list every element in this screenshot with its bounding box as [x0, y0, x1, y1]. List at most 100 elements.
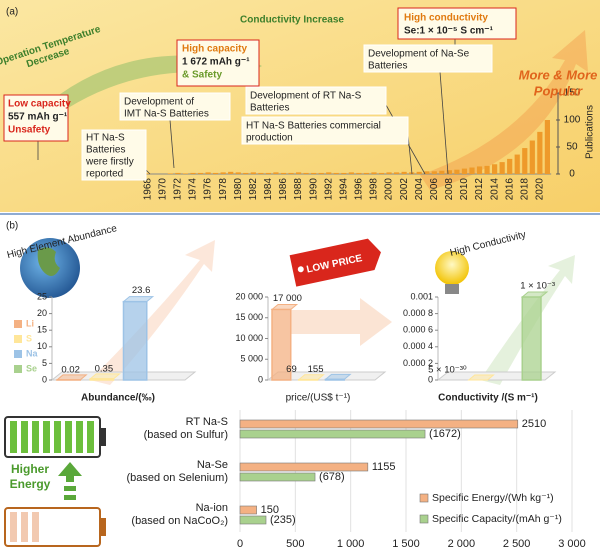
x-tick-label: 1968: [142, 178, 153, 201]
bar: [182, 173, 189, 174]
y-tick-label: 0.000 4: [403, 341, 433, 351]
leader-line: [407, 134, 413, 175]
bar: [318, 172, 324, 174]
annotation-text: were firstly: [85, 157, 134, 168]
bar: [239, 505, 257, 515]
y-tick-label: 150: [564, 88, 581, 99]
x-tick-label: 2 500: [503, 538, 531, 550]
bar-top: [55, 374, 88, 381]
battery-stripe: [10, 421, 17, 453]
battery-stripe: [76, 421, 83, 453]
annotation-box: [3, 94, 69, 142]
bar: [235, 172, 241, 174]
battery-stripe: [10, 512, 17, 542]
bar: [521, 296, 542, 381]
bar: [122, 300, 148, 381]
y-tick-label: 25: [37, 291, 47, 301]
legend-label: S: [26, 333, 32, 343]
bar: [514, 154, 520, 174]
value-label: (678): [319, 471, 345, 483]
bar: [258, 172, 264, 174]
x-tick-label: 1998: [369, 178, 380, 201]
bar: [393, 172, 400, 174]
x-tick-label: 1982: [248, 178, 259, 201]
annotation-text: High conductivity: [404, 13, 488, 24]
annotation-text: Popular: [534, 83, 583, 98]
bar: [371, 172, 377, 174]
bar-top: [88, 373, 121, 380]
bar: [507, 158, 513, 174]
y-tick-label: 5 000: [240, 354, 263, 364]
bar: [190, 172, 196, 174]
y-tick-label: 0.000 2: [403, 358, 433, 368]
category-label: RT Na-S: [186, 416, 228, 428]
x-tick-label: 1972: [173, 178, 184, 201]
bar: [239, 419, 519, 429]
bulb: [435, 251, 469, 285]
value-label: 5 × 10⁻³⁰: [428, 365, 467, 376]
annotation-text: Batteries: [86, 145, 125, 156]
value-label: 0.35: [95, 363, 114, 374]
chart-header: High Conductivity: [449, 229, 527, 258]
y-tick-label: 15: [37, 325, 47, 335]
legend-label: Se: [26, 363, 37, 373]
bar: [537, 131, 543, 174]
value-label: 17 000: [273, 293, 302, 304]
bar: [175, 172, 181, 174]
bar: [439, 170, 445, 174]
bar: [243, 172, 249, 174]
x-tick-label: 1984: [263, 178, 274, 201]
bar: [213, 172, 219, 174]
category-label: (based on Sulfur): [144, 429, 228, 441]
x-tick-label: 1986: [278, 178, 289, 201]
y-tick-label: 20 000: [235, 291, 263, 301]
annotation-text: IMT Na-S Batteries: [124, 109, 209, 120]
x-tick-label: 500: [286, 538, 304, 550]
y-tick-label: 0: [42, 374, 47, 384]
x-tick-label: 2002: [399, 178, 410, 201]
annotation-text: reported: [86, 169, 123, 180]
annotation-box: [176, 39, 260, 87]
x-tick-label: 2004: [414, 178, 425, 201]
annotation-text: HT Na-S Batteries commercial: [246, 121, 381, 132]
bar: [295, 172, 302, 174]
bar: [265, 172, 272, 174]
annotation-text: 557 mAh g⁻¹: [8, 112, 68, 123]
value-label: 0.02: [61, 364, 80, 375]
bar: [205, 172, 211, 174]
bar: [461, 168, 468, 174]
annotation-text: 1 672 mAh g⁻¹: [182, 57, 250, 68]
annotation-text: HT Na-S: [86, 133, 125, 144]
bar: [386, 172, 392, 174]
x-tick-label: 1994: [338, 178, 349, 201]
annotation-box: [119, 92, 231, 121]
bar: [220, 172, 226, 174]
category-label: Na-ion: [196, 502, 228, 514]
x-tick-label: 2016: [504, 178, 515, 201]
bar-top: [520, 291, 549, 298]
abundance-arrow: [90, 240, 215, 385]
x-tick-label: 2020: [534, 178, 545, 201]
annotation-box: [363, 44, 493, 73]
leader-line: [145, 169, 151, 175]
legend-swatch: [419, 493, 429, 503]
value-label: 150: [261, 504, 279, 516]
legend-label: Na: [26, 348, 38, 358]
y-tick-label: 5: [42, 358, 47, 368]
leader-line: [169, 119, 175, 169]
x-tick-label: 3 000: [558, 538, 586, 550]
x-tick-label: 2000: [384, 178, 395, 201]
x-tick-label: 2008: [444, 178, 455, 201]
x-tick-label: 1996: [354, 178, 365, 201]
bar: [197, 172, 204, 174]
up-arrow-dash: [64, 486, 76, 491]
bar: [363, 172, 370, 174]
panel-label: (b): [6, 221, 18, 232]
legend-swatch: [14, 335, 22, 343]
bar: [378, 172, 385, 174]
annotation-text: Higher: [11, 462, 49, 476]
battery-stripe: [21, 512, 28, 542]
y-axis-label: Publications: [585, 105, 596, 159]
bar-top: [297, 374, 325, 381]
annotation-box: [81, 129, 147, 181]
